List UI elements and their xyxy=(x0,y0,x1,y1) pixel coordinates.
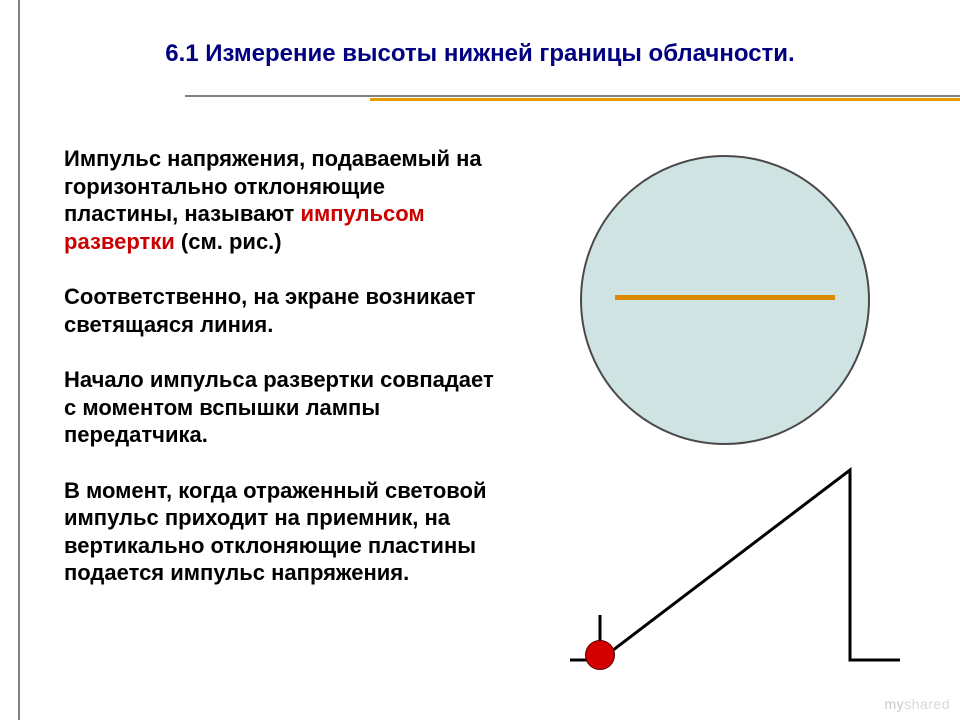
title-underline xyxy=(185,95,960,101)
pulse-polyline xyxy=(570,470,900,660)
sweep-pulse-waveform xyxy=(570,465,910,675)
watermark: myshared xyxy=(885,696,950,712)
p1-post: (см. рис.) xyxy=(175,229,282,254)
oscilloscope-trace xyxy=(615,295,835,300)
watermark-part1: my xyxy=(885,696,905,712)
paragraph-1: Импульс напряжения, подаваемый на горизо… xyxy=(64,145,504,255)
paragraph-4: В момент, когда отраженный световой импу… xyxy=(64,477,504,587)
paragraph-3: Начало импульса развертки совпадает с мо… xyxy=(64,366,504,449)
left-side-rule xyxy=(18,0,20,720)
slide-title: 6.1 Измерение высоты нижней границы обла… xyxy=(24,40,936,68)
watermark-part2: shared xyxy=(904,696,950,712)
diagram-area xyxy=(540,145,920,685)
oscilloscope-screen xyxy=(580,155,870,445)
underline-grey xyxy=(185,95,960,97)
red-dot-marker xyxy=(585,640,615,670)
underline-orange xyxy=(370,98,960,101)
paragraph-2: Соответственно, на экране возникает свет… xyxy=(64,283,504,338)
body-text-column: Импульс напряжения, подаваемый на горизо… xyxy=(64,145,504,615)
